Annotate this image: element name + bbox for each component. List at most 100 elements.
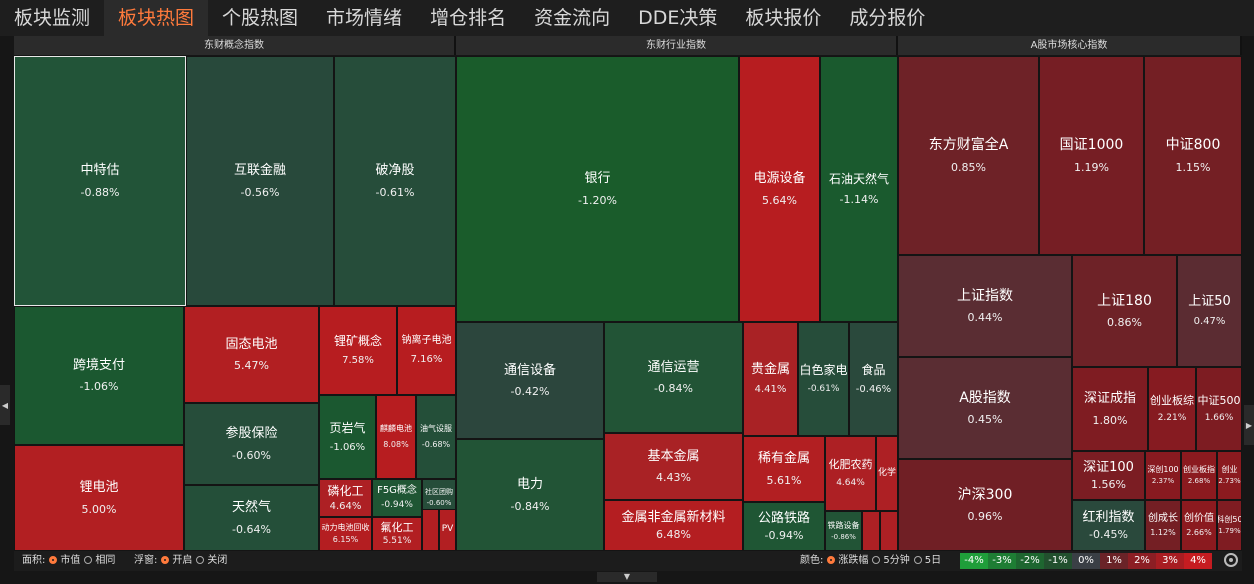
treemap-tile-core[interactable]: 国证1000 1.19% xyxy=(1039,56,1144,255)
treemap-tile-core[interactable]: 深证100 1.56% xyxy=(1072,451,1145,500)
tile-change: 4.41% xyxy=(754,384,787,396)
tab-4[interactable]: 增仓排名 xyxy=(430,7,507,29)
treemap-tile-industry[interactable]: 白色家电 -0.61% xyxy=(798,322,849,436)
tile-change: -1.06% xyxy=(329,441,366,453)
treemap-tile-concept[interactable]: 锂电池 5.00% xyxy=(14,445,184,551)
left-collapse-arrow[interactable]: ◀ xyxy=(0,385,10,425)
treemap-tile-concept[interactable] xyxy=(422,509,439,551)
treemap-tile-core[interactable]: 创成长 1.12% xyxy=(1145,500,1181,551)
area-radio-equal[interactable] xyxy=(84,556,93,564)
color-option-5min[interactable]: 5分钟 xyxy=(883,555,910,566)
treemap-tile-core[interactable]: 上证50 0.47% xyxy=(1177,255,1242,367)
treemap-tile-core[interactable]: 创业 2.73% xyxy=(1217,451,1242,500)
tile-name: 中证500 xyxy=(1197,393,1241,407)
treemap-tile-core[interactable]: A股指数 0.45% xyxy=(898,357,1072,459)
treemap-tile-core[interactable]: 深创100 2.37% xyxy=(1145,451,1181,500)
float-radio-off[interactable] xyxy=(196,556,205,564)
treemap-tile-core[interactable]: 红利指数 -0.45% xyxy=(1072,500,1145,551)
treemap-tile-industry[interactable]: 食品 -0.46% xyxy=(849,322,898,436)
tile-change: 1.12% xyxy=(1150,527,1176,537)
tile-name: 天然气 xyxy=(231,500,271,516)
treemap-tile-concept[interactable]: 锂矿概念 7.58% xyxy=(319,306,397,395)
treemap-tile-concept[interactable]: 油气设服 -0.68% xyxy=(416,395,456,479)
tile-name: 化学 xyxy=(877,467,896,478)
treemap-tile-concept[interactable]: F5G概念 -0.94% xyxy=(372,479,422,517)
treemap-tile-concept[interactable]: 固态电池 5.47% xyxy=(184,306,319,403)
tab-5[interactable]: 资金流向 xyxy=(534,7,611,29)
treemap-tile-industry[interactable] xyxy=(862,511,880,551)
treemap-tile-concept[interactable]: 动力电池回收 6.15% xyxy=(319,517,372,551)
area-option-marketcap[interactable]: 市值 xyxy=(60,555,81,566)
treemap-tile-industry[interactable]: 电力 -0.84% xyxy=(456,439,604,551)
bottom-toolbar: 面积: 市值 相同 浮窗: 开启 关闭 颜色: 涨跌幅 5分钟 5日 -4% -3% -2% -1%… xyxy=(14,551,1242,571)
tab-0[interactable]: 板块监测 xyxy=(14,7,91,29)
treemap-tile-core[interactable]: 创业板综 2.21% xyxy=(1148,367,1196,451)
treemap-tile-concept[interactable]: 钠离子电池 7.16% xyxy=(397,306,456,395)
treemap-tile-core[interactable]: 创价值 2.66% xyxy=(1181,500,1217,551)
treemap-tile-core[interactable]: 东方财富全A 0.85% xyxy=(898,56,1039,255)
treemap-tile-concept[interactable]: 破净股 -0.61% xyxy=(334,56,456,306)
color-radio-5min[interactable] xyxy=(872,556,881,564)
tab-2[interactable]: 个股热图 xyxy=(222,7,299,29)
tile-name: 上证指数 xyxy=(957,287,1013,304)
treemap-tile-industry[interactable]: 化肥农药 4.64% xyxy=(825,436,876,511)
tile-change: 2.66% xyxy=(1186,527,1212,537)
right-collapse-arrow[interactable]: ▶ xyxy=(1244,405,1254,445)
treemap-tile-concept[interactable]: 互联金融 -0.56% xyxy=(186,56,334,306)
color-option-5day[interactable]: 5日 xyxy=(924,555,942,566)
treemap-tile-industry[interactable]: 贵金属 4.41% xyxy=(743,322,798,436)
treemap-tile-industry[interactable]: 电源设备 5.64% xyxy=(739,56,820,322)
tab-1[interactable]: 板块热图 xyxy=(104,0,209,36)
treemap-tile-core[interactable]: 上证指数 0.44% xyxy=(898,255,1072,357)
treemap-tile-core[interactable]: 中证500 1.66% xyxy=(1196,367,1242,451)
area-option-equal[interactable]: 相同 xyxy=(95,555,116,566)
treemap-tile-industry[interactable]: 石油天然气 -1.14% xyxy=(820,56,898,322)
float-option-on[interactable]: 开启 xyxy=(172,555,193,566)
treemap-tile-core[interactable]: 科创50 1.79% xyxy=(1217,500,1242,551)
treemap-tile-concept[interactable]: PV xyxy=(439,509,456,551)
legend-swatch: -2% xyxy=(1016,553,1044,569)
treemap-tile-concept[interactable]: 页岩气 -1.06% xyxy=(319,395,376,479)
float-option-off[interactable]: 关闭 xyxy=(207,555,228,566)
color-radio-change[interactable] xyxy=(827,556,836,564)
tab-3[interactable]: 市场情绪 xyxy=(326,7,403,29)
bottom-collapse-arrow[interactable]: ▼ xyxy=(597,572,657,582)
tab-8[interactable]: 成分报价 xyxy=(849,7,926,29)
treemap-tile-concept[interactable]: 中特估 -0.88% xyxy=(14,56,186,306)
color-option-change[interactable]: 涨跌幅 xyxy=(838,555,869,566)
treemap-tile-industry[interactable]: 化学 xyxy=(876,436,898,511)
treemap-tile-core[interactable]: 深证成指 1.80% xyxy=(1072,367,1148,451)
color-radio-5day[interactable] xyxy=(913,556,922,564)
treemap-tile-core[interactable]: 中证800 1.15% xyxy=(1144,56,1242,255)
treemap-tile-core[interactable]: 沪深300 0.96% xyxy=(898,459,1072,551)
treemap-tile-concept[interactable]: 麒麟电池 8.08% xyxy=(376,395,416,479)
treemap-tile-industry[interactable]: 通信设备 -0.42% xyxy=(456,322,604,439)
treemap-tile-industry[interactable]: 铁路设备 -0.86% xyxy=(825,511,862,551)
treemap-tile-concept[interactable]: 跨境支付 -1.06% xyxy=(14,306,184,445)
treemap-tile-industry[interactable]: 基本金属 4.43% xyxy=(604,433,743,500)
tab-7[interactable]: 板块报价 xyxy=(745,7,822,29)
treemap-tile-industry[interactable]: 金属非金属新材料 6.48% xyxy=(604,500,743,551)
treemap-tile-concept[interactable]: 天然气 -0.64% xyxy=(184,485,319,551)
treemap-tile-core[interactable]: 上证180 0.86% xyxy=(1072,255,1177,367)
treemap-tile-industry[interactable]: 通信运营 -0.84% xyxy=(604,322,743,433)
treemap-tile-concept[interactable]: 参股保险 -0.60% xyxy=(184,403,319,485)
tile-name: 创业板指 xyxy=(1183,465,1215,475)
tab-6[interactable]: DDE决策 xyxy=(638,7,718,29)
tile-change: 0.86% xyxy=(1107,316,1142,330)
tile-name: 跨境支付 xyxy=(72,357,125,373)
area-radio-marketcap[interactable] xyxy=(49,556,58,564)
treemap-tile-core[interactable]: 创业板指 2.68% xyxy=(1181,451,1217,500)
tile-name: 东方财富全A xyxy=(928,137,1009,154)
treemap-tile-industry[interactable]: 公路铁路 -0.94% xyxy=(743,502,825,551)
legend-swatch: 2% xyxy=(1128,553,1156,569)
treemap-tile-concept[interactable]: 磷化工 4.64% xyxy=(319,479,372,517)
treemap-tile-industry[interactable]: 银行 -1.20% xyxy=(456,56,739,322)
treemap-tile-industry[interactable]: 稀有金属 5.61% xyxy=(743,436,825,502)
treemap-tile-industry[interactable] xyxy=(880,511,898,551)
float-radio-on[interactable] xyxy=(161,556,170,564)
treemap-tile-concept[interactable]: 氟化工 5.51% xyxy=(372,517,422,551)
float-option-group: 浮窗: 开启 关闭 xyxy=(134,551,227,571)
gear-icon[interactable] xyxy=(1224,553,1238,567)
tile-change: 5.47% xyxy=(234,359,269,373)
